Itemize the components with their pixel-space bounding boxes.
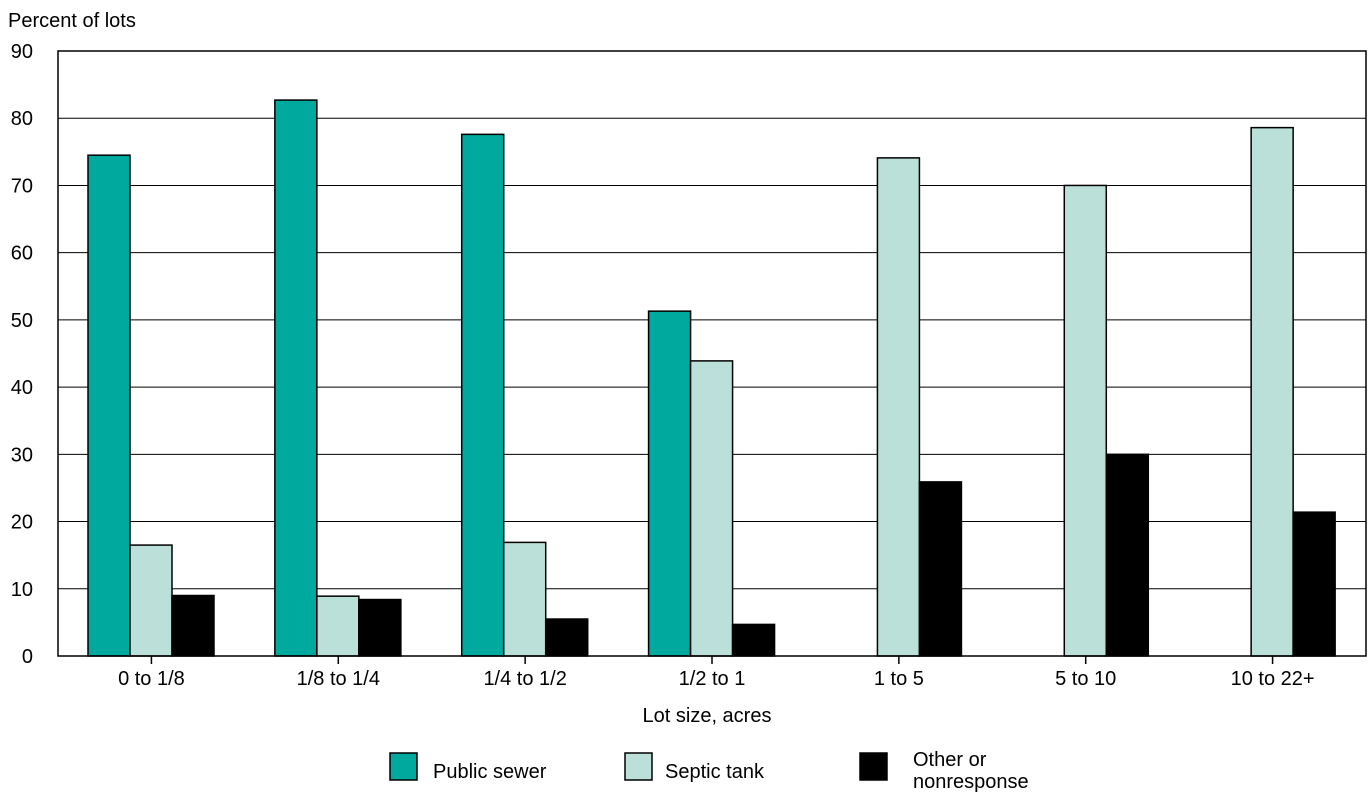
legend-swatch [859, 752, 888, 781]
bar-septic-tank [502, 541, 547, 657]
x-tick-label: 0 to 1/8 [118, 668, 185, 690]
bar-public-sewer [647, 310, 692, 657]
y-axis-title: Percent of lots [8, 10, 136, 32]
x-tick-label: 1 to 5 [874, 668, 924, 690]
bar-other-or-nonresponse [1105, 453, 1150, 657]
y-tick-label: 30 [11, 444, 33, 466]
x-axis-tick-labels: 0 to 1/8 1/8 to 1/4 1/4 to 1/2 1/2 to 1 1 to… [118, 656, 1315, 690]
y-tick-label: 0 [22, 646, 33, 668]
x-tick-label: 1/2 to 1 [679, 668, 746, 690]
bar-septic-tank [689, 360, 734, 657]
y-tick-label: 10 [11, 579, 33, 601]
x-axis-title: Lot size, acres [643, 705, 772, 727]
x-tick-label: 10 to 22+ [1231, 668, 1315, 690]
bar-septic-tank [129, 544, 173, 657]
bar-septic-tank [1063, 184, 1108, 657]
bar-other-or-nonresponse [544, 618, 589, 657]
y-tick-label: 50 [11, 310, 33, 332]
bar-public-sewer [460, 133, 505, 657]
bar-public-sewer [87, 154, 131, 657]
x-tick-label: 1/4 to 1/2 [483, 668, 566, 690]
bar-other-or-nonresponse [171, 594, 215, 657]
legend-label: Other or [913, 749, 987, 771]
y-tick-label: 70 [11, 175, 33, 197]
bar-septic-tank [1250, 126, 1294, 657]
x-tick-label: 1/8 to 1/4 [297, 668, 380, 690]
legend-swatch [389, 752, 418, 781]
y-tick-label: 90 [11, 41, 33, 63]
bar-other-or-nonresponse [918, 481, 963, 657]
legend-label: Public sewer [433, 761, 547, 783]
bar-other-or-nonresponse [731, 623, 776, 657]
bar-septic-tank [876, 157, 921, 657]
legend-swatch [624, 752, 653, 781]
legend: Public sewer Septic tank Other ornonrespon… [389, 749, 1029, 793]
bar-septic-tank [316, 595, 360, 657]
x-tick-label: 5 to 10 [1055, 668, 1116, 690]
legend-label: nonresponse [913, 771, 1029, 793]
y-tick-label: 40 [11, 377, 33, 399]
y-axis-ticks: 0 10 20 30 40 50 60 70 80 90 [11, 41, 33, 668]
y-tick-label: 20 [11, 512, 33, 534]
legend-label: Septic tank [665, 761, 765, 783]
bar-other-or-nonresponse [358, 598, 402, 657]
bar-public-sewer [274, 99, 318, 657]
bars [87, 99, 1336, 657]
y-tick-label: 60 [11, 243, 33, 265]
y-tick-label: 80 [11, 108, 33, 130]
bar-other-or-nonresponse [1292, 511, 1336, 657]
